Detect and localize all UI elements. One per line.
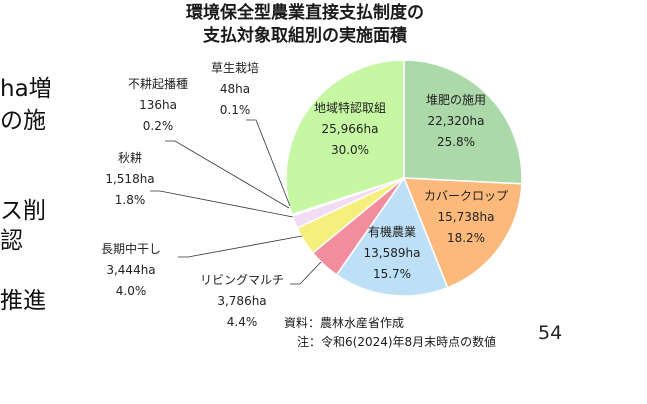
leader-line-no-till [165,140,290,209]
slice-percent-label: 18.2% [447,231,485,245]
slice-category-label: 有機農業 [368,224,416,239]
source-note: 資料：農林水産省作成 [284,316,405,330]
slice-percent-label: 4.0% [116,284,147,298]
slice-label-autumn-tillage: 秋耕 1,518ha 1.8% [105,150,154,207]
slice-percent-label: 15.7% [373,267,411,281]
slice-value-label: 22,320ha [428,114,485,128]
slice-label-organic: 有機農業 13,589ha 15.7% [364,224,421,281]
pie-slice-compost [403,59,523,185]
page-number: 54 [538,322,563,344]
chart-title-line-1: 環境保全型農業直接支払制度の [186,3,424,23]
cut-off-text-line-4: 認 [0,228,23,254]
slice-percent-label: 25.8% [437,135,475,149]
leader-line-mid-season-drainage [178,235,303,258]
slice-category-label: リビングマルチ [200,273,284,287]
slice-label-mid-season-drainage: 長期中干し 3,444ha 4.0% [101,241,161,298]
slice-label-living-mulch: リビングマルチ 3,786ha 4.4% [200,273,284,329]
slice-percent-label: 0.1% [220,103,251,117]
slice-percent-label: 4.4% [227,315,258,329]
leader-line-grass-cover [246,119,291,207]
slice-label-regional-special: 地域特認取組 25,966ha 30.0% [314,100,386,157]
slice-label-cover-crop: カバークロップ 15,738ha 18.2% [424,189,508,245]
slice-label-compost: 堆肥の施用 22,320ha 25.8% [426,93,486,149]
slice-label-no-till: 不耕起播種 136ha 0.2% [128,76,188,133]
slice-value-label: 48ha [220,82,250,96]
slice-category-label: 不耕起播種 [128,76,188,91]
pie-slice-regional-special [285,59,405,216]
slice-value-label: 13,589ha [364,246,421,260]
date-note: 注：令和6(2024)年8月末時点の数値 [297,335,497,349]
chart-title: 環境保全型農業直接支払制度の 支払対象取組別の実施面積 [150,2,460,48]
pie-slice-cover-crop [402,177,523,289]
slice-category-label: カバークロップ [424,189,508,203]
cut-off-text-line-3: ス削 [0,198,46,224]
slice-category-label: 長期中干し [101,241,161,256]
slice-value-label: 3,786ha [217,294,266,308]
chart-title-line-2: 支払対象取組別の実施面積 [203,26,407,46]
slice-value-label: 25,966ha [322,122,379,136]
slice-percent-label: 0.2% [143,119,174,133]
slice-category-label: 堆肥の施用 [426,93,486,107]
slice-percent-label: 30.0% [331,143,369,157]
leader-line-autumn-tillage [150,190,294,218]
slice-value-label: 3,444ha [106,263,155,277]
slice-percent-label: 1.8% [115,193,146,207]
slice-category-label: 地域特認取組 [314,100,386,115]
slice-value-label: 136ha [139,98,177,112]
pie-slice-organic [335,176,449,297]
cut-off-text-line-1: ha増 [0,76,52,102]
slice-value-label: 15,738ha [438,210,495,224]
slice-label-grass-cover: 草生栽培 48ha 0.1% [211,60,259,117]
slice-value-label: 1,518ha [105,172,154,186]
leader-line-living-mulch [290,261,322,285]
cut-off-text-line-5: 推進 [0,288,46,314]
slice-category-label: 草生栽培 [211,60,259,75]
slice-category-label: 秋耕 [118,150,142,165]
cut-off-text-line-2: の施 [0,108,46,134]
